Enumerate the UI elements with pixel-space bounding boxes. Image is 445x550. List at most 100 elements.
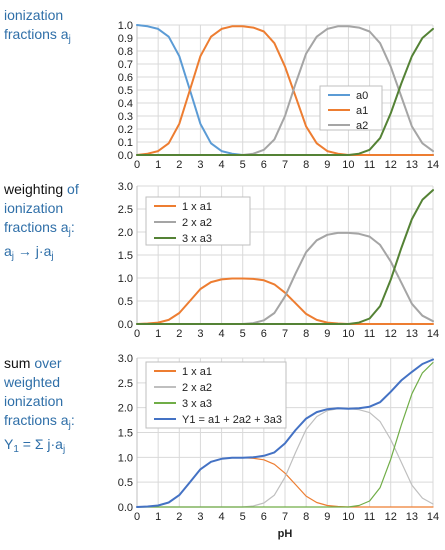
legend-box: [319, 85, 383, 131]
label-subscript: j: [62, 444, 66, 455]
label-text: ionization: [4, 200, 64, 216]
y-tick-label: 0.9: [118, 33, 133, 45]
x-tick-label: 5: [240, 511, 246, 523]
label-text: fractions a: [4, 412, 69, 428]
x-tick-label: 0: [134, 511, 140, 523]
x-tick-label: 9: [324, 159, 330, 171]
x-tick-label: 6: [261, 511, 267, 523]
legend-label: a0: [356, 90, 368, 102]
x-tick-label: 10: [342, 328, 354, 340]
label-subscript: j: [68, 227, 71, 238]
series-line-3: [136, 189, 434, 325]
y-tick-label: 2.5: [118, 378, 133, 390]
legend-label: 2 x a2: [182, 382, 212, 394]
x-axis-title: pH: [278, 528, 293, 540]
series-line-2: [136, 25, 434, 156]
legend-label: a1: [356, 105, 368, 117]
label-text: fractions a: [4, 26, 69, 42]
x-tick-label: 11: [364, 511, 375, 523]
y-tick-label: 2.0: [118, 227, 133, 239]
x-tick-label: 11: [364, 328, 375, 340]
y-tick-label: 3.0: [118, 181, 133, 193]
x-tick-label: 7: [282, 511, 288, 523]
x-tick-label: 13: [406, 511, 418, 523]
x-tick-label: 11: [364, 159, 375, 171]
y-tick-label: 0.0: [118, 150, 133, 162]
x-tick-label: 8: [303, 159, 309, 171]
x-tick-label: 0: [134, 328, 140, 340]
y-tick-label: 0.1: [118, 137, 133, 149]
x-tick-label: 9: [324, 511, 330, 523]
y-tick-label: 0.7: [118, 59, 133, 71]
series-line-4: [136, 358, 434, 508]
label-text: weighting: [4, 181, 68, 197]
label-text: → j·a: [14, 243, 52, 259]
x-tick-label: 0: [134, 159, 140, 171]
label-text: weighted: [4, 374, 61, 390]
y-tick-label: 0.8: [118, 46, 133, 58]
x-tick-label: 10: [342, 159, 354, 171]
y-tick-label: 2.0: [118, 403, 133, 415]
label-subscript: j: [11, 251, 15, 262]
x-tick-label: 5: [240, 328, 246, 340]
y-tick-label: 1.5: [118, 250, 133, 262]
y-tick-label: 0.2: [118, 124, 133, 136]
series-line-1: [136, 24, 434, 156]
series-line-4: [136, 27, 434, 156]
series-line-1: [136, 277, 434, 325]
x-tick-label: 8: [303, 328, 309, 340]
x-tick-label: 2: [176, 328, 182, 340]
x-tick-label: 1: [155, 328, 161, 340]
y-tick-label: 2.5: [118, 204, 133, 216]
label-text: over: [34, 355, 62, 371]
y-tick-label: 0.5: [118, 296, 133, 308]
x-tick-label: 12: [385, 159, 397, 171]
series-line-3: [136, 361, 434, 508]
legend-label: a2: [356, 120, 368, 132]
label-text: ionization: [4, 393, 64, 409]
x-tick-label: 3: [197, 328, 203, 340]
label-subscript: j: [68, 420, 71, 431]
label-text: = Σ j·a: [18, 436, 63, 452]
x-tick-label: 6: [261, 159, 267, 171]
legend-label: Y1 = a1 + 2a2 + 3a3: [182, 414, 282, 426]
x-tick-label: 2: [176, 511, 182, 523]
x-tick-label: 12: [385, 328, 397, 340]
chart-3-side-label: sum over weighted ionization fractions aj: Y…: [4, 354, 134, 459]
label-subscript: j: [68, 34, 71, 45]
y-tick-label: 1.0: [118, 452, 133, 464]
label-subscript: j: [51, 251, 54, 262]
chart-2-side-label: weighting of ionization fractions aj: aj → …: [4, 180, 134, 266]
y-tick-label: 0.6: [118, 72, 133, 84]
y-tick-label: 0.0: [118, 319, 133, 331]
x-tick-label: 14: [427, 511, 439, 523]
y-tick-label: 3.0: [118, 353, 133, 365]
series-line-2: [136, 231, 434, 325]
label-text: sum: [4, 355, 35, 371]
x-tick-label: 5: [240, 159, 246, 171]
y-tick-label: 0.3: [118, 111, 133, 123]
y-tick-label: 0.5: [118, 477, 133, 489]
x-tick-label: 9: [324, 328, 330, 340]
x-tick-label: 8: [303, 511, 309, 523]
x-tick-label: 1: [155, 159, 161, 171]
label-text: fractions a: [4, 219, 69, 235]
y-tick-label: 0.0: [118, 502, 133, 514]
x-tick-label: 13: [406, 328, 418, 340]
label-text: of: [67, 181, 79, 197]
x-tick-label: 12: [385, 511, 397, 523]
y-tick-label: 0.4: [118, 98, 133, 110]
label-text: ionization: [4, 7, 64, 23]
x-tick-label: 3: [197, 511, 203, 523]
x-tick-label: 6: [261, 328, 267, 340]
legend-label: 1 x a1: [182, 201, 212, 213]
x-tick-label: 7: [282, 159, 288, 171]
label-text: Y: [4, 436, 14, 452]
x-tick-label: 10: [342, 511, 354, 523]
x-tick-label: 4: [219, 159, 225, 171]
legend-box: [145, 361, 287, 429]
series-line-3: [136, 25, 434, 156]
x-tick-label: 13: [406, 159, 418, 171]
y-tick-label: 0.5: [118, 85, 133, 97]
